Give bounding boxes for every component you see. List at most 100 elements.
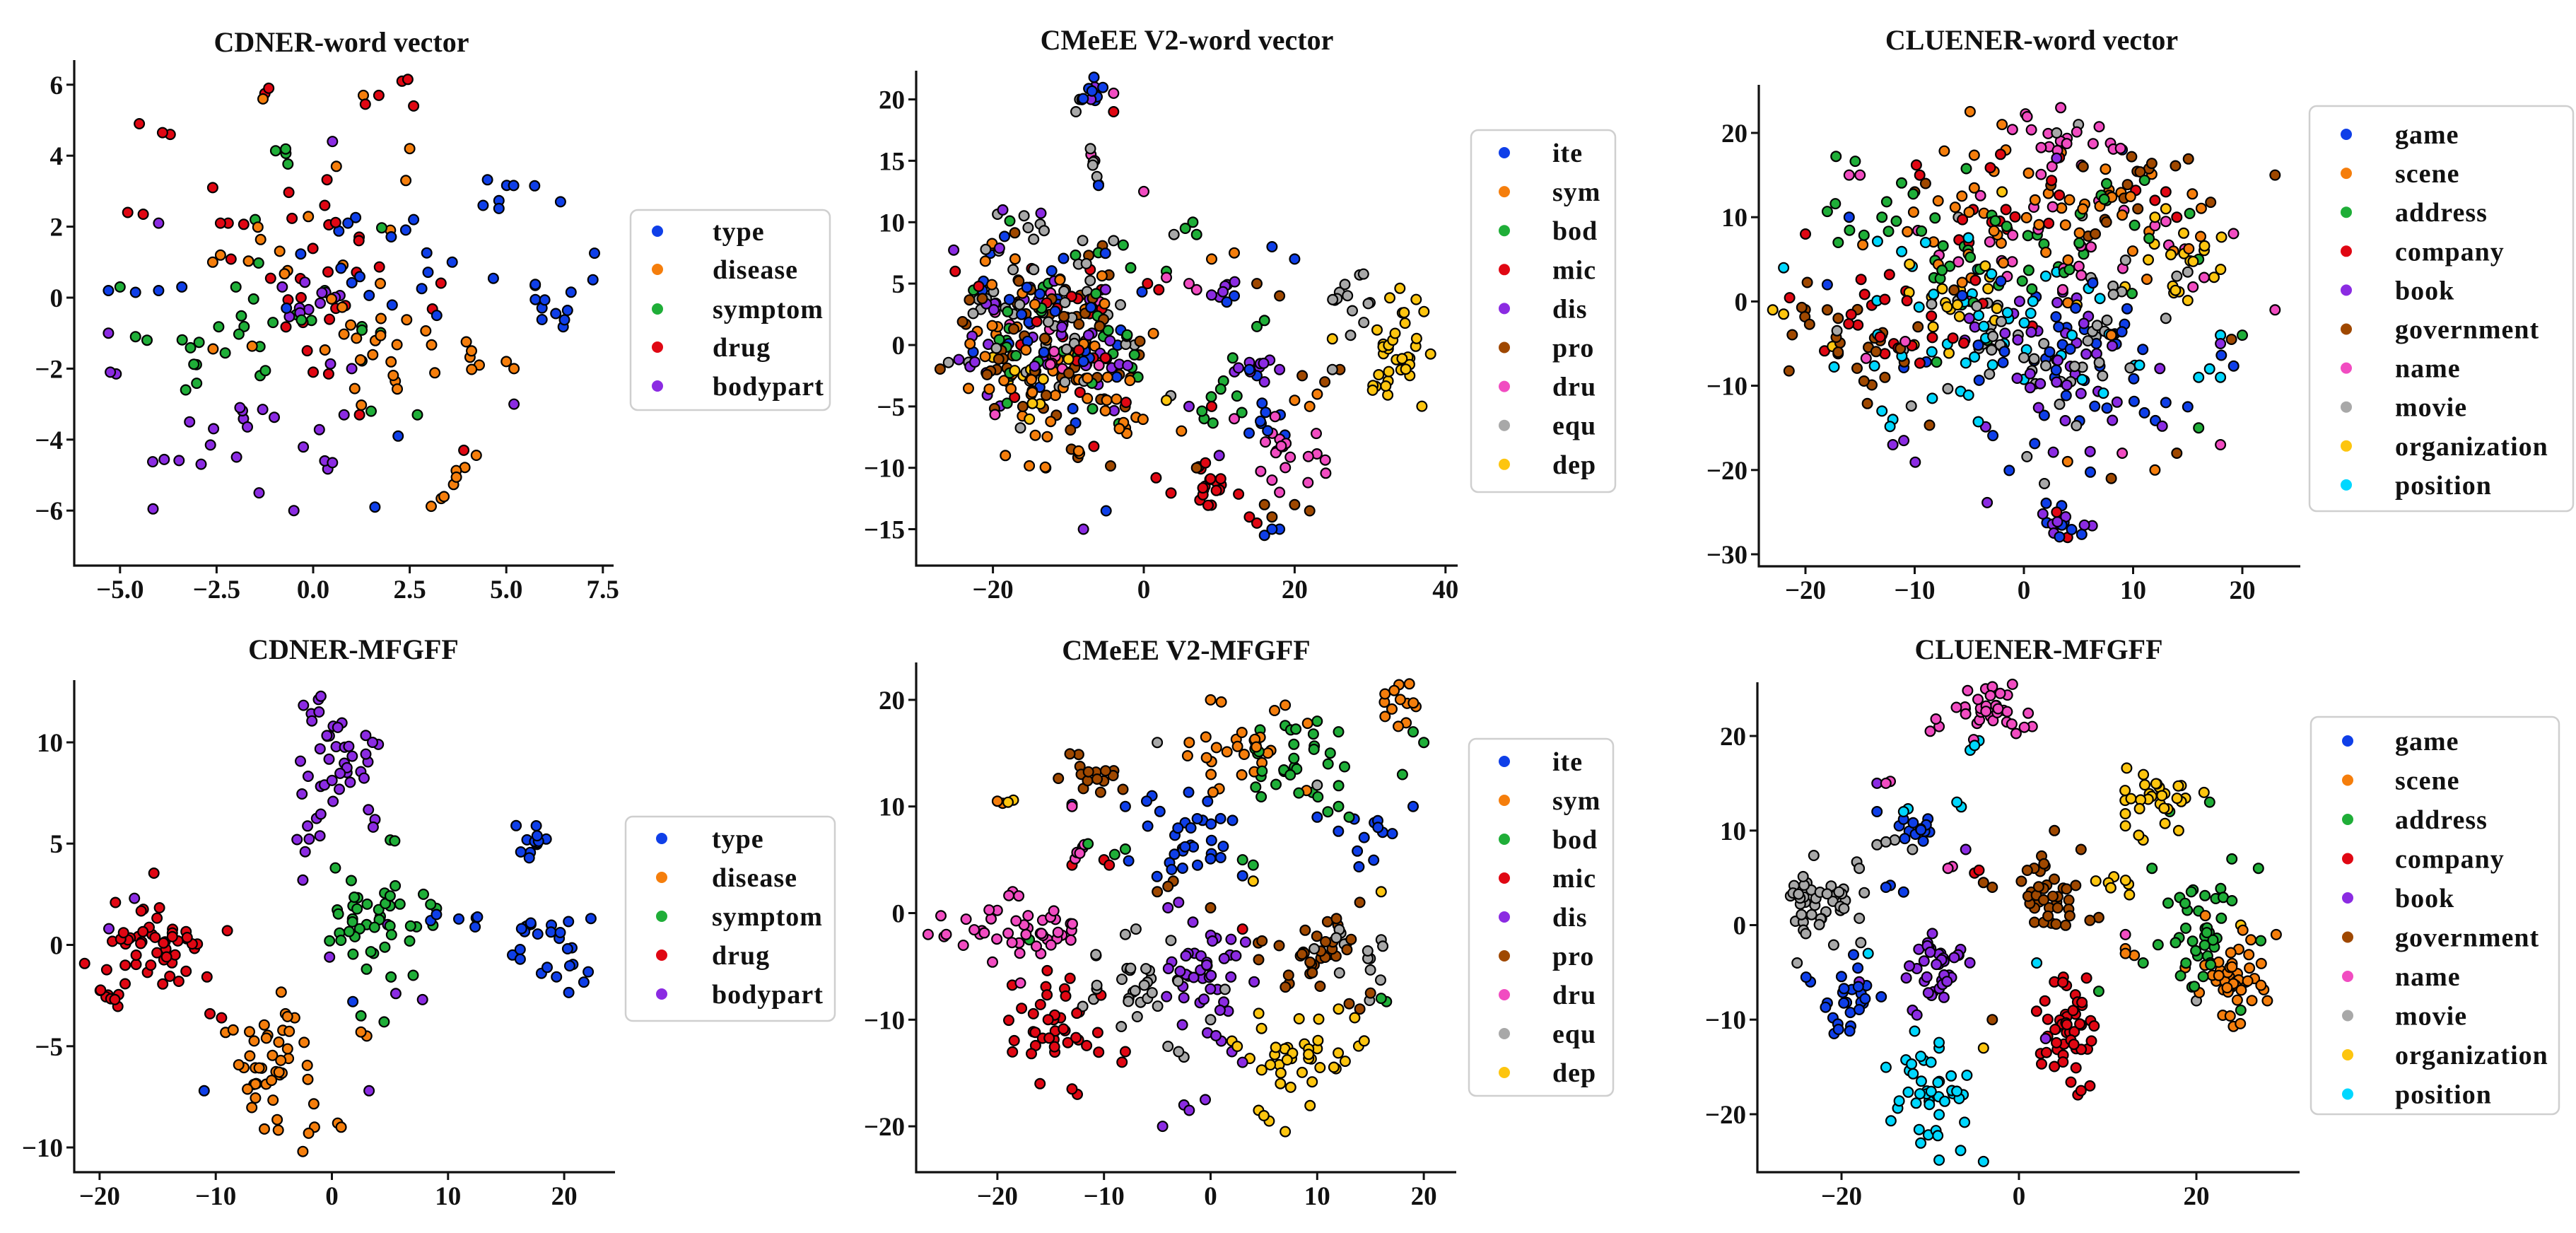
svg-text:book: book: [2395, 884, 2454, 913]
svg-text:mic: mic: [1552, 255, 1596, 285]
svg-text:name: name: [2395, 354, 2461, 384]
svg-text:−2.5: −2.5: [193, 575, 240, 604]
svg-text:equ: equ: [1552, 1019, 1596, 1049]
svg-text:dep: dep: [1552, 1058, 1596, 1088]
svg-text:20: 20: [1720, 723, 1746, 752]
svg-text:game: game: [2395, 120, 2459, 150]
svg-text:−20: −20: [1821, 1182, 1862, 1211]
svg-text:pro: pro: [1552, 942, 1594, 971]
svg-text:20: 20: [2230, 576, 2256, 605]
svg-text:CLUENER-word vector: CLUENER-word vector: [1885, 24, 2178, 56]
svg-text:6: 6: [50, 71, 64, 100]
svg-text:−10: −10: [864, 1006, 905, 1035]
svg-text:−20: −20: [973, 575, 1014, 604]
svg-text:10: 10: [879, 793, 905, 822]
svg-text:equ: equ: [1552, 411, 1596, 441]
svg-text:0: 0: [892, 332, 906, 361]
svg-text:type: type: [712, 824, 764, 854]
svg-text:CDNER-word vector: CDNER-word vector: [213, 26, 469, 58]
svg-text:2: 2: [50, 214, 64, 242]
svg-text:0: 0: [1733, 912, 1747, 941]
svg-text:−30: −30: [1706, 541, 1747, 570]
svg-text:20: 20: [2184, 1182, 2210, 1211]
svg-text:organization: organization: [2395, 1041, 2548, 1070]
svg-text:ite: ite: [1552, 139, 1583, 168]
svg-text:sym: sym: [1552, 177, 1600, 207]
svg-text:20: 20: [551, 1182, 578, 1211]
svg-text:10: 10: [1304, 1182, 1330, 1211]
svg-text:20: 20: [879, 86, 905, 115]
svg-text:−20: −20: [1705, 1101, 1746, 1130]
svg-text:government: government: [2395, 315, 2539, 345]
svg-text:pro: pro: [1552, 334, 1594, 363]
svg-text:0: 0: [325, 1182, 339, 1211]
svg-text:−10: −10: [1894, 576, 1935, 605]
svg-text:15: 15: [879, 147, 905, 176]
svg-text:0.0: 0.0: [297, 575, 329, 604]
svg-text:0: 0: [1735, 288, 1748, 317]
svg-text:−5: −5: [877, 393, 905, 422]
svg-text:position: position: [2395, 471, 2492, 501]
svg-text:position: position: [2395, 1080, 2492, 1110]
svg-text:0: 0: [1204, 1182, 1217, 1211]
svg-text:−5: −5: [35, 1033, 63, 1062]
svg-text:scene: scene: [2395, 766, 2460, 796]
svg-text:organization: organization: [2395, 432, 2548, 462]
svg-text:movie: movie: [2395, 1002, 2467, 1032]
svg-text:government: government: [2395, 923, 2539, 953]
svg-text:type: type: [713, 217, 765, 247]
svg-text:−20: −20: [1785, 576, 1826, 605]
svg-text:bodypart: bodypart: [713, 372, 824, 402]
svg-text:10: 10: [435, 1182, 461, 1211]
svg-text:−6: −6: [35, 497, 63, 526]
svg-text:disease: disease: [712, 863, 797, 893]
svg-text:20: 20: [879, 686, 905, 715]
svg-text:−10: −10: [1706, 373, 1747, 402]
svg-text:game: game: [2395, 727, 2459, 756]
svg-text:dep: dep: [1552, 450, 1596, 480]
svg-text:−20: −20: [79, 1182, 120, 1211]
svg-text:−20: −20: [977, 1182, 1018, 1211]
svg-text:10: 10: [2120, 576, 2146, 605]
svg-text:7.5: 7.5: [587, 575, 619, 604]
svg-text:bod: bod: [1552, 825, 1598, 855]
svg-text:0: 0: [50, 284, 64, 313]
svg-text:0: 0: [50, 932, 64, 961]
svg-text:symptom: symptom: [712, 902, 823, 932]
svg-text:company: company: [2395, 845, 2505, 875]
svg-text:2.5: 2.5: [393, 575, 426, 604]
svg-text:10: 10: [37, 729, 63, 758]
svg-text:10: 10: [1721, 204, 1747, 233]
svg-text:−10: −10: [22, 1134, 63, 1163]
svg-text:−20: −20: [864, 1113, 905, 1142]
svg-text:dis: dis: [1552, 294, 1587, 324]
svg-text:20: 20: [1721, 119, 1747, 148]
svg-text:movie: movie: [2395, 393, 2467, 423]
svg-text:4: 4: [50, 142, 64, 171]
svg-text:bod: bod: [1552, 216, 1598, 246]
svg-text:CDNER-MFGFF: CDNER-MFGFF: [248, 633, 459, 665]
svg-text:CMeEE V2-word vector: CMeEE V2-word vector: [1041, 24, 1334, 56]
svg-text:−10: −10: [1084, 1182, 1125, 1211]
svg-text:0: 0: [2018, 576, 2031, 605]
svg-text:−4: −4: [35, 426, 63, 455]
svg-text:−10: −10: [1705, 1006, 1746, 1035]
svg-text:−10: −10: [195, 1182, 236, 1211]
svg-text:scene: scene: [2395, 159, 2460, 189]
svg-text:address: address: [2395, 805, 2488, 835]
svg-text:book: book: [2395, 276, 2454, 305]
svg-text:disease: disease: [713, 255, 798, 285]
svg-text:40: 40: [1432, 575, 1458, 604]
svg-text:symptom: symptom: [713, 295, 824, 325]
svg-text:drug: drug: [712, 941, 770, 971]
svg-text:−10: −10: [864, 455, 905, 484]
svg-text:20: 20: [1282, 575, 1308, 604]
svg-text:0: 0: [892, 900, 906, 929]
svg-text:5.0: 5.0: [490, 575, 522, 604]
svg-text:name: name: [2395, 962, 2461, 992]
svg-text:−20: −20: [1706, 457, 1747, 486]
svg-text:20: 20: [1411, 1182, 1437, 1211]
svg-text:bodypart: bodypart: [712, 980, 824, 1010]
svg-text:−15: −15: [864, 516, 905, 545]
svg-text:10: 10: [1720, 817, 1746, 846]
